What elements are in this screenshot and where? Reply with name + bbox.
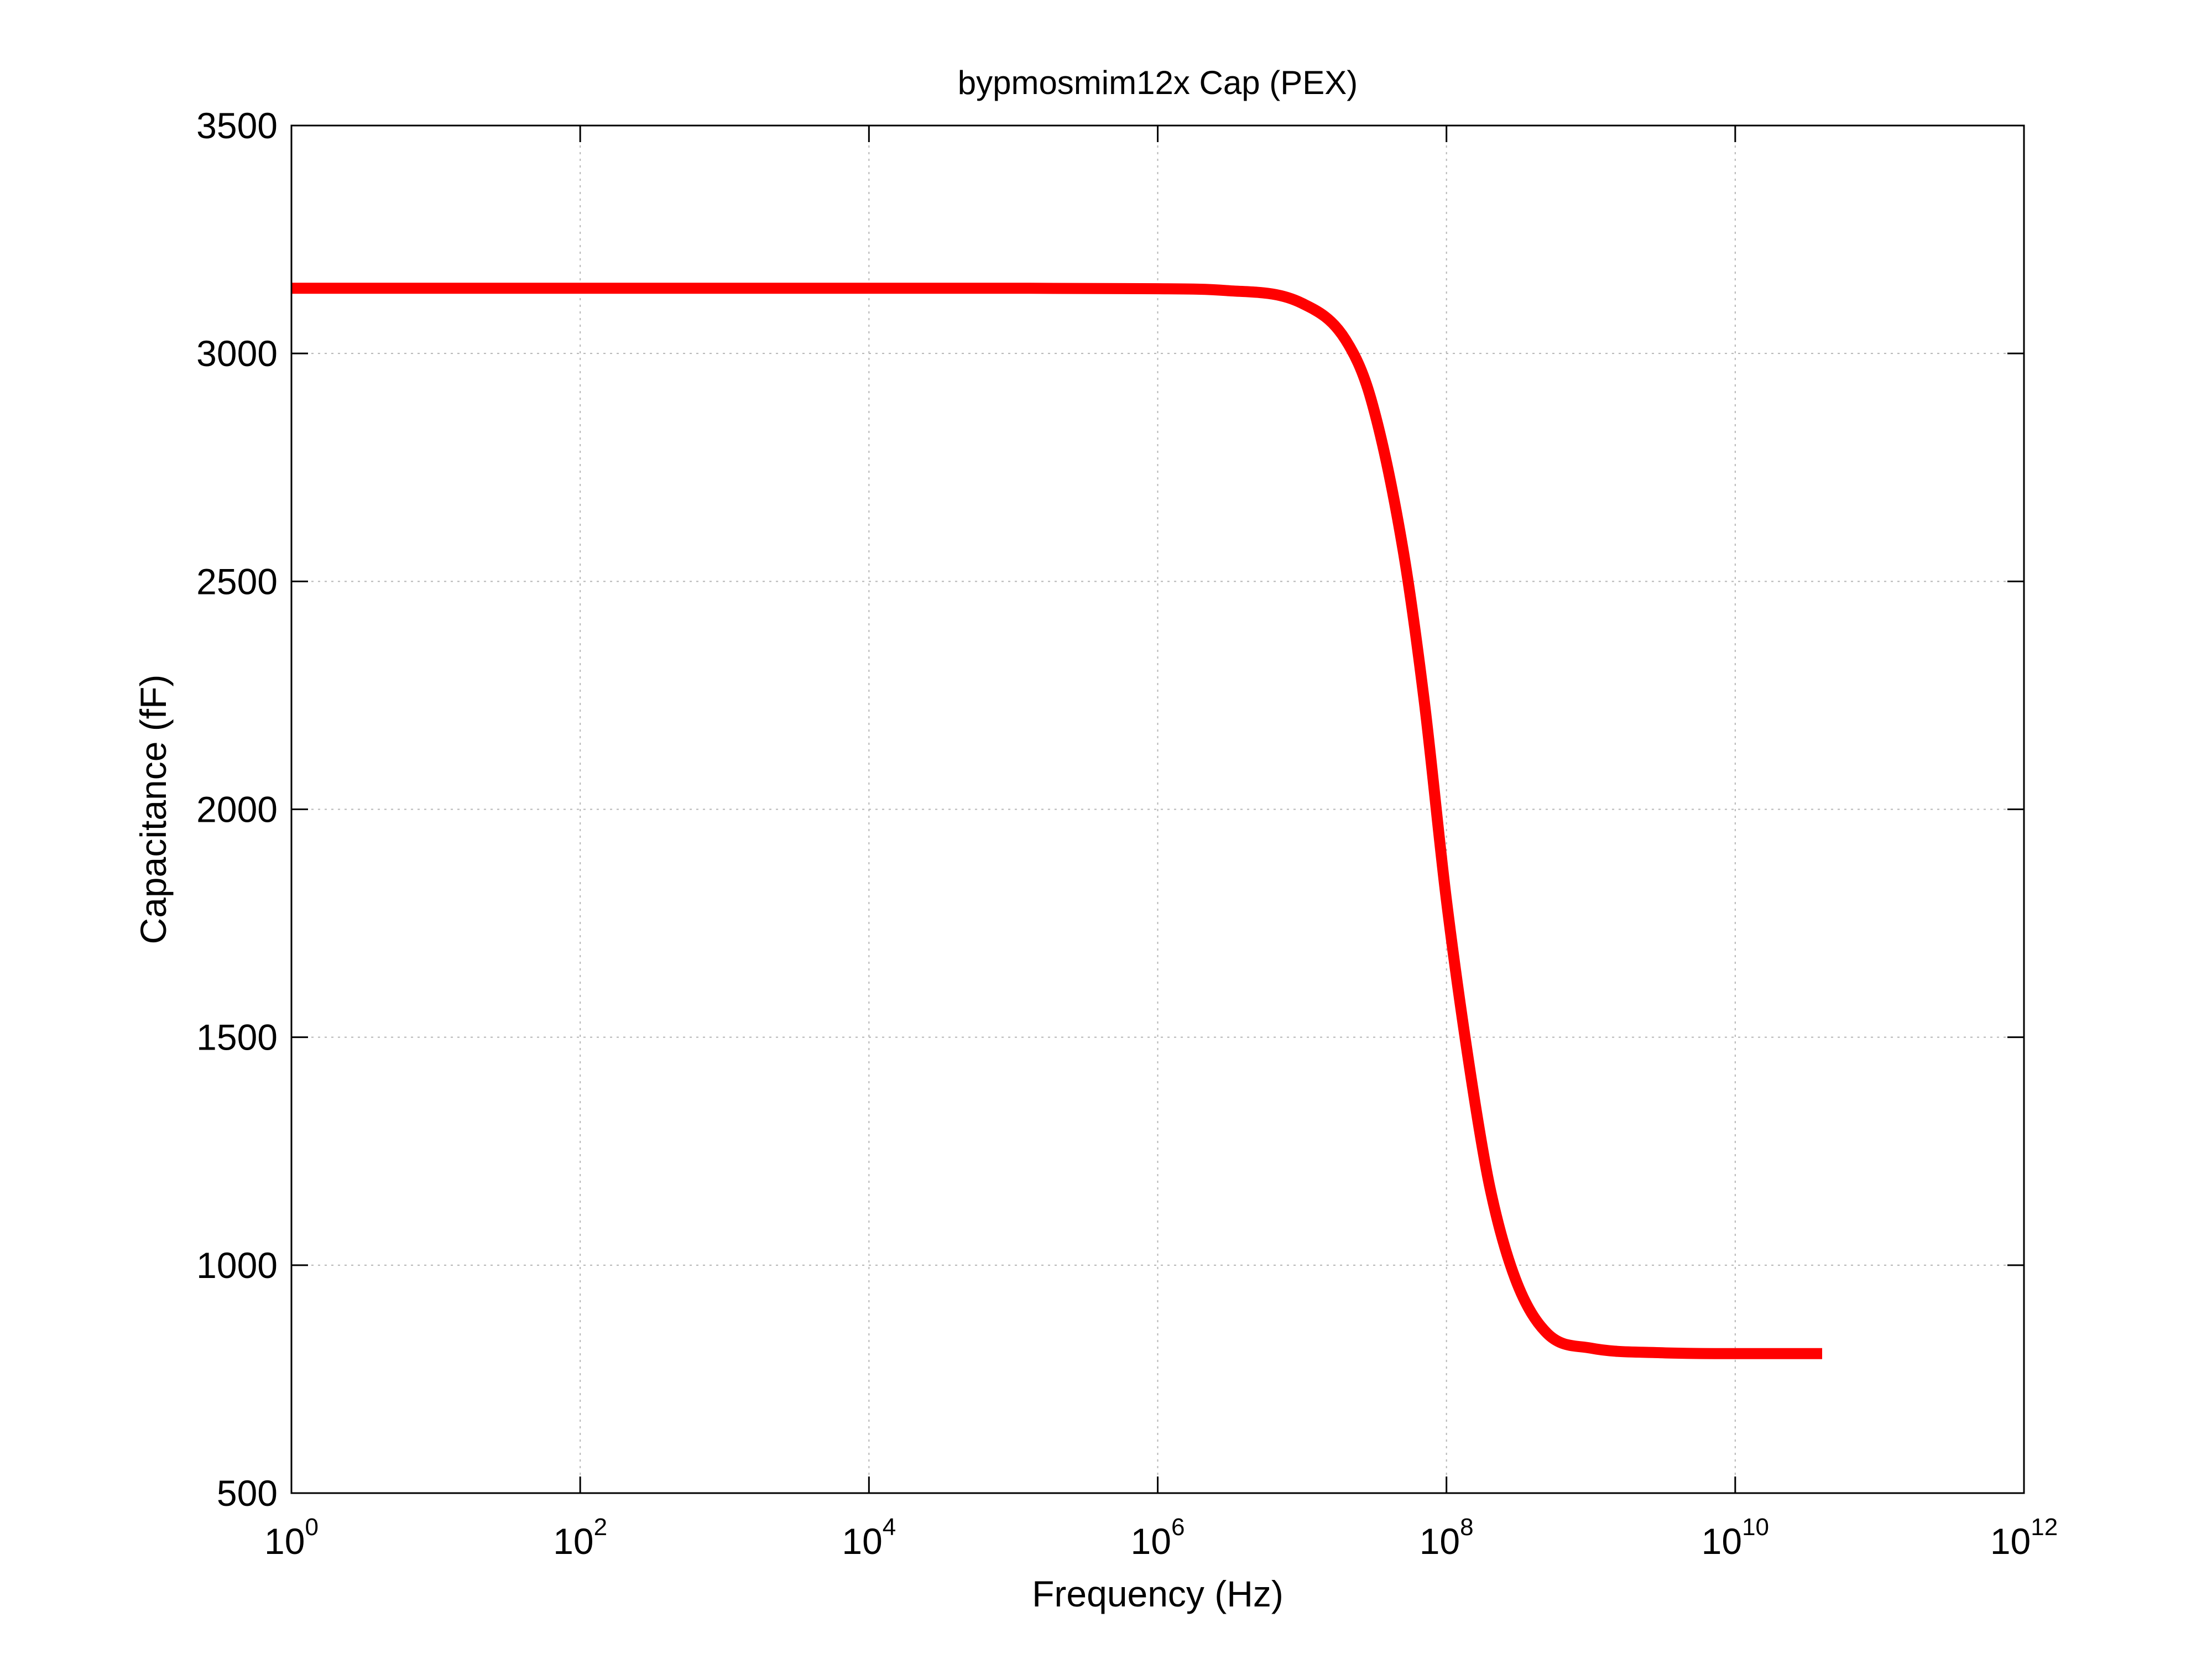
capacitance-series-line [291,283,1823,1359]
x-tick-label: 102 [553,1514,607,1562]
y-tick-label: 2000 [196,789,278,830]
x-axis-label: Frequency (Hz) [1032,1573,1284,1614]
axis-ticks: 100 102 104 106 108 1010 1012 500 1000 1500 2000 25… [196,105,2058,1562]
chart-title: bypmosmim12x Cap (PEX) [958,64,1358,101]
plot-lines [291,283,1823,1359]
x-tick-label: 106 [1131,1514,1185,1562]
x-tick-label: 100 [264,1514,319,1562]
y-tick-label: 2500 [196,561,278,602]
x-tick-label: 1010 [1702,1514,1769,1562]
x-tick-label: 108 [1420,1514,1474,1562]
y-tick-label: 3500 [196,105,278,146]
x-tick-label: 104 [842,1514,896,1562]
y-axis-label: Capacitance (fF) [133,675,174,945]
x-tick-label: 1012 [1990,1514,2058,1562]
y-tick-label: 1000 [196,1245,278,1286]
y-tick-label: 1500 [196,1017,278,1058]
y-tick-label: 3000 [196,333,278,374]
y-tick-label: 500 [217,1473,278,1514]
grid [291,126,2024,1493]
